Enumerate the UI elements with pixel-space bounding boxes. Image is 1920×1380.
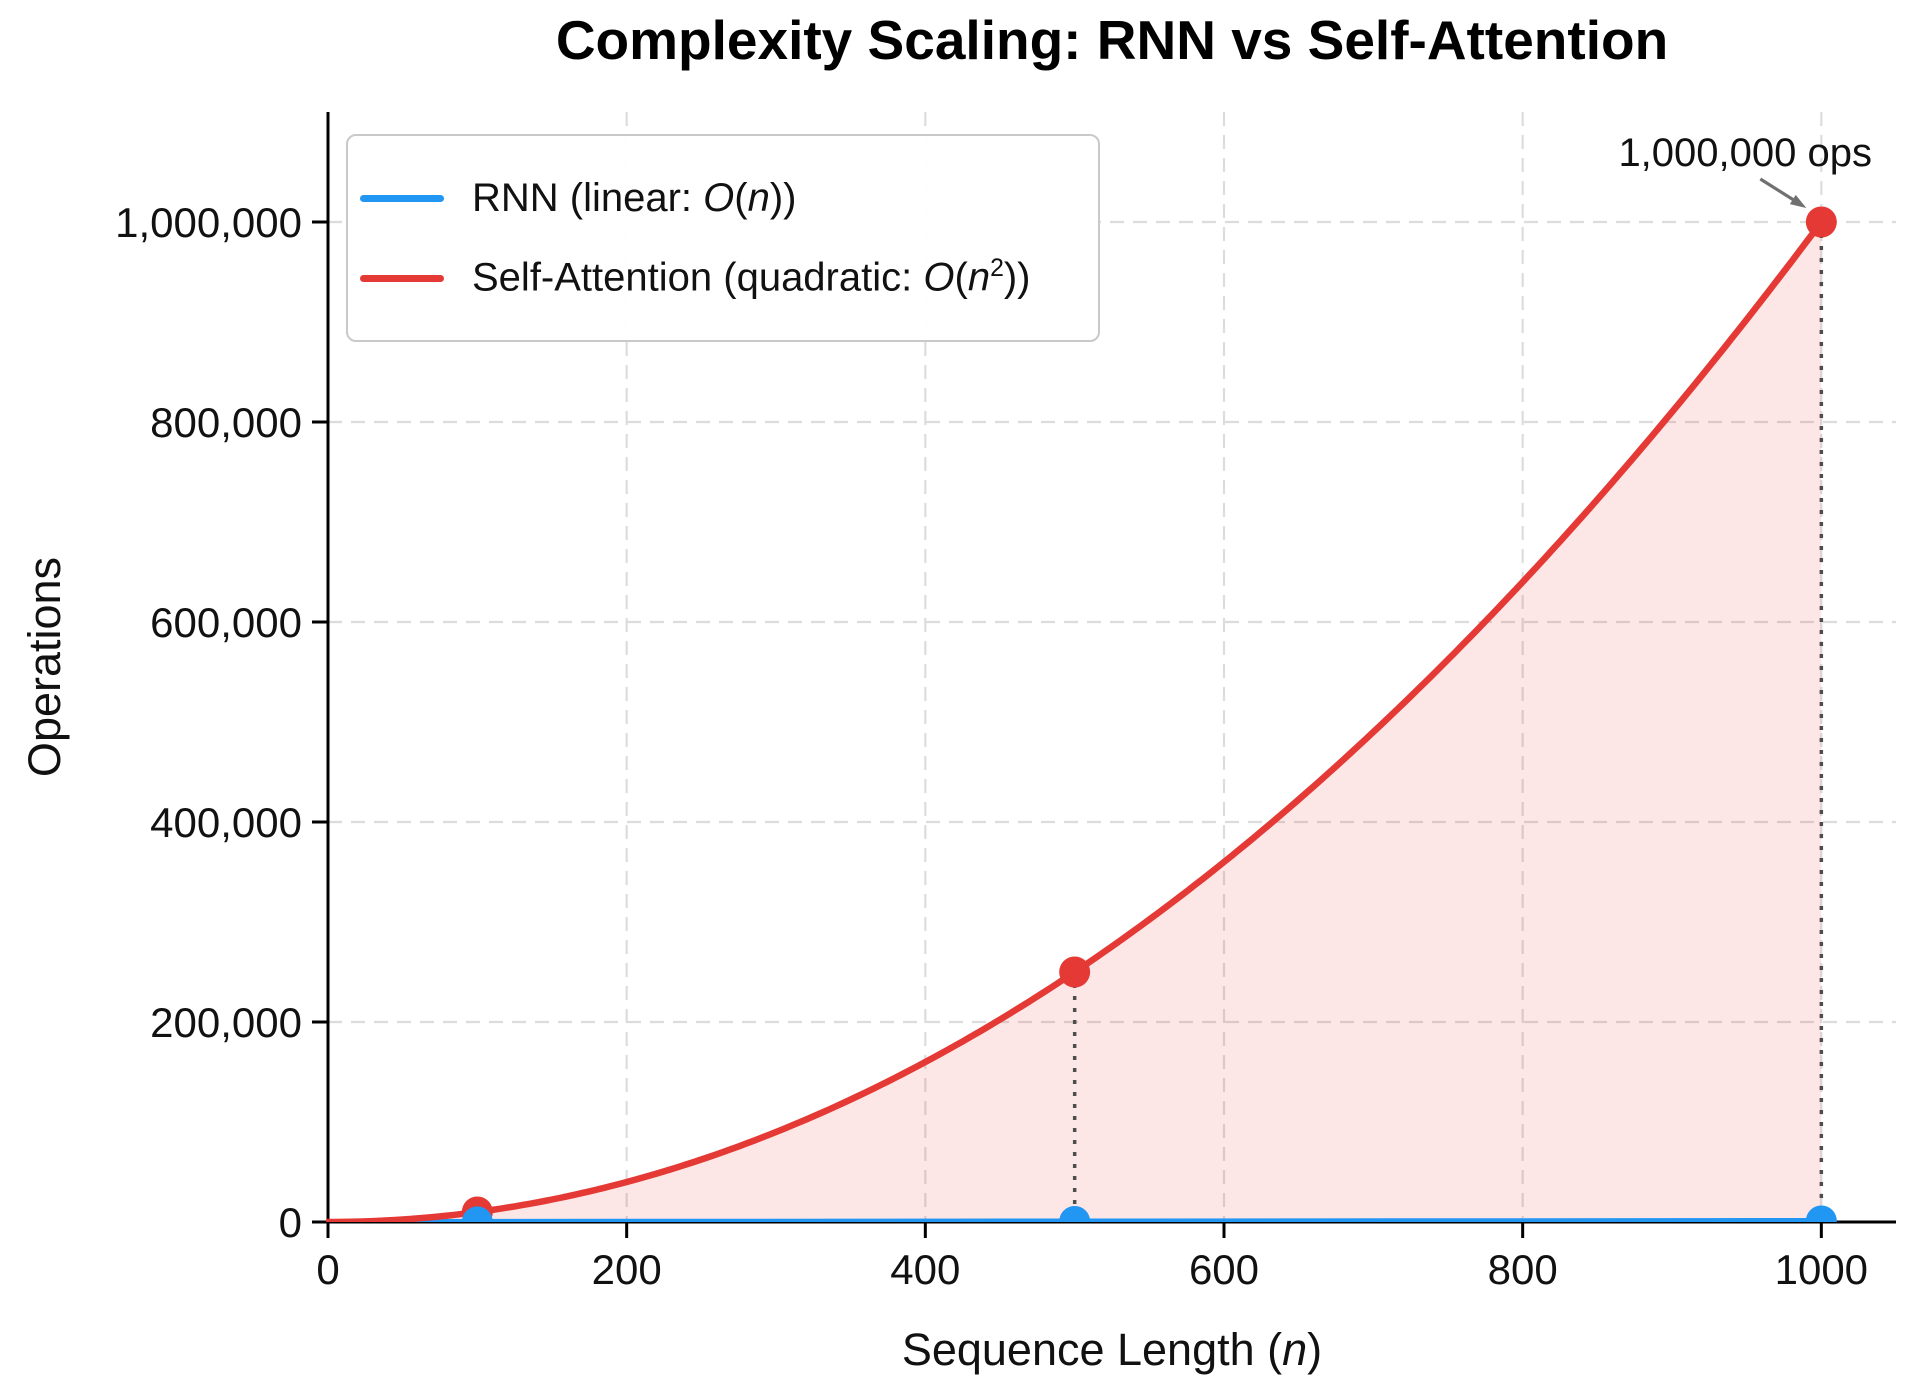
legend: RNN (linear: O(n)) Self-Attention (quadr…	[346, 134, 1100, 342]
legend-swatch-self-attention	[360, 274, 444, 282]
x-tick-label: 600	[1189, 1246, 1259, 1293]
rnn-marker	[1059, 1206, 1091, 1222]
x-tick-label: 0	[316, 1246, 339, 1293]
legend-swatch-rnn	[360, 194, 444, 202]
y-tick-label: 600,000	[150, 599, 302, 646]
attention-marker	[1805, 206, 1837, 238]
annotation-label: 1,000,000 ops	[1618, 131, 1872, 175]
x-tick-label: 800	[1488, 1246, 1558, 1293]
legend-label-self-attention: Self-Attention (quadratic: O(n2))	[472, 255, 1031, 300]
rnn-marker	[1805, 1205, 1837, 1222]
legend-item-self-attention: Self-Attention (quadratic: O(n2))	[360, 250, 1080, 306]
y-tick-label: 1,000,000	[115, 199, 302, 246]
y-tick-label: 400,000	[150, 799, 302, 846]
y-tick-label: 0	[279, 1199, 302, 1246]
x-tick-label: 400	[890, 1246, 960, 1293]
attention-area-fill	[328, 222, 1822, 1222]
x-tick-label: 1000	[1775, 1246, 1868, 1293]
annotation-arrow	[1759, 177, 1807, 208]
x-axis-label: Sequence Length (n)	[901, 1324, 1323, 1375]
rnn-marker	[461, 1206, 493, 1222]
y-tick-label: 800,000	[150, 399, 302, 446]
legend-item-rnn: RNN (linear: O(n))	[360, 170, 1080, 226]
legend-label-rnn: RNN (linear: O(n))	[472, 175, 797, 220]
y-axis-label: Operations	[19, 556, 70, 778]
attention-marker	[1059, 956, 1091, 988]
y-tick-label: 200,000	[150, 999, 302, 1046]
chart-title: Complexity Scaling: RNN vs Self-Attentio…	[555, 9, 1669, 71]
x-tick-label: 200	[592, 1246, 662, 1293]
